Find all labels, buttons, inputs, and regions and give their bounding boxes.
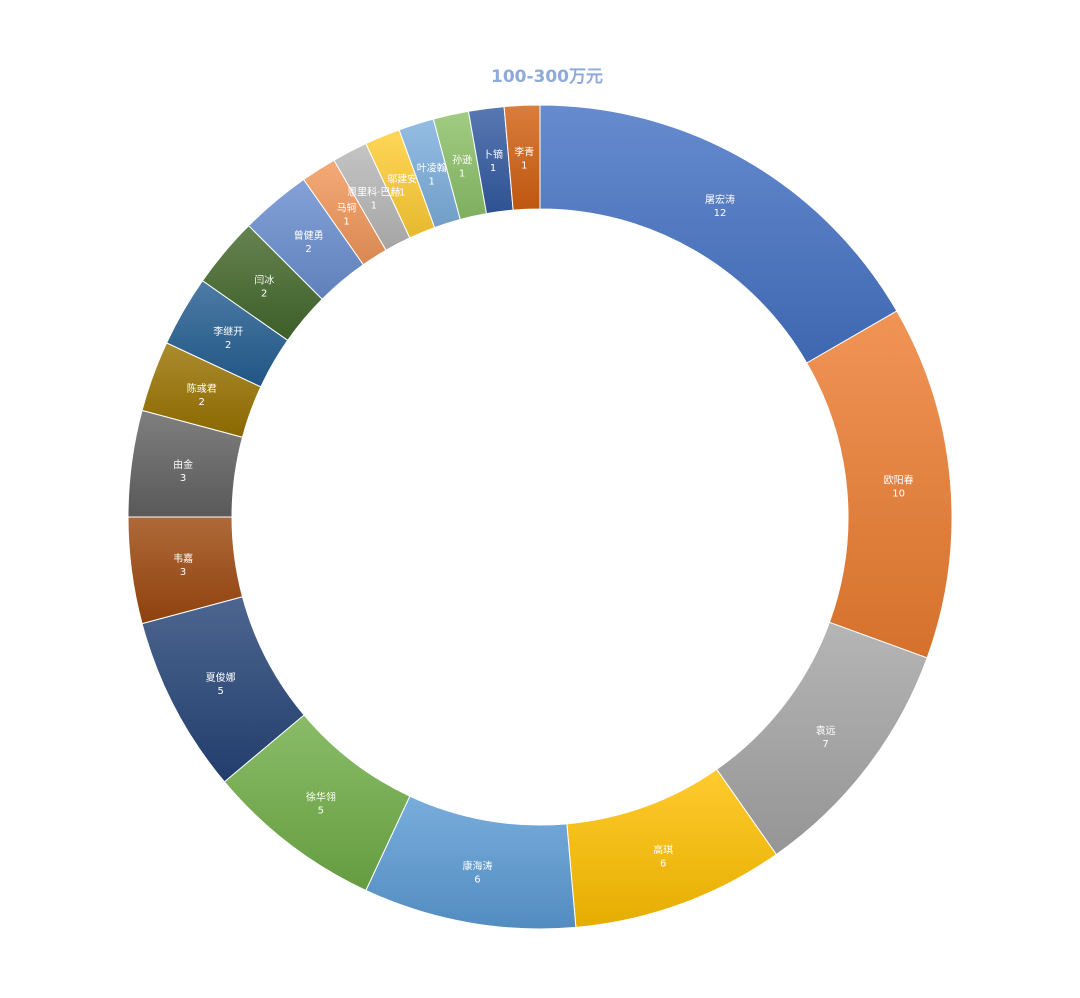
slice-name-label: 韦嘉 xyxy=(173,552,193,565)
slice-name-label: 夏俊娜 xyxy=(206,671,236,684)
slice-name-label: 叶凌翰 xyxy=(417,162,447,175)
slice-name-label: 屠宏涛 xyxy=(705,193,735,206)
slice-value-label: 2 xyxy=(305,244,311,255)
slice-value-label: 1 xyxy=(343,216,349,227)
slice-value-label: 1 xyxy=(399,187,405,198)
slice-name-label: 陈彧君 xyxy=(187,382,217,395)
slice-value-label: 3 xyxy=(180,473,186,484)
slice-name-label: 李青 xyxy=(514,145,534,158)
slices-layer xyxy=(127,104,953,930)
slice-value-label: 1 xyxy=(490,163,496,174)
slice-value-label: 5 xyxy=(318,806,324,817)
slice-value-label: 2 xyxy=(225,340,231,351)
slice-name-label: 李继开 xyxy=(213,325,243,338)
slice-name-label: 康海涛 xyxy=(462,860,492,873)
slice-name-label: 卜镝 xyxy=(483,148,503,161)
slice-name-label: 欧阳春 xyxy=(884,475,914,487)
slice-name-label: 马轲 xyxy=(337,201,357,214)
slice-name-label: 高琪 xyxy=(653,843,673,856)
donut-slice xyxy=(806,310,953,659)
slice-value-label: 3 xyxy=(180,567,186,578)
slice-name-label: 徐华翎 xyxy=(306,791,336,804)
slice-name-label: 闫冰 xyxy=(254,274,274,287)
slice-value-label: 6 xyxy=(474,875,480,886)
slice-name-label: 邬建安 xyxy=(387,172,417,185)
slice-name-label: 孙逊 xyxy=(452,154,472,167)
slice-value-label: 1 xyxy=(371,201,377,212)
slice-value-label: 12 xyxy=(714,208,727,219)
slice-value-label: 7 xyxy=(822,739,828,750)
labels-layer: 屠宏涛12欧阳春10袁远7高琪6康海涛6徐华翎5夏俊娜5韦嘉3由金3陈彧君2李继… xyxy=(173,145,914,885)
slice-value-label: 1 xyxy=(429,177,435,188)
donut-slice xyxy=(539,104,898,364)
chart-title: 100-300万元 xyxy=(490,67,604,87)
slice-value-label: 10 xyxy=(892,489,905,500)
slice-value-label: 1 xyxy=(459,169,465,180)
slice-value-label: 2 xyxy=(261,289,267,300)
slice-value-label: 5 xyxy=(217,686,223,697)
slice-value-label: 1 xyxy=(521,160,527,171)
slice-name-label: 袁远 xyxy=(816,725,836,737)
donut-slice xyxy=(503,104,541,211)
slice-value-label: 6 xyxy=(660,858,666,869)
slice-name-label: 由金 xyxy=(173,458,193,471)
slice-name-label: 曾健勇 xyxy=(294,229,324,242)
slice-value-label: 2 xyxy=(199,397,205,408)
slice-name-label: 恩里科·巴赫 xyxy=(347,186,400,199)
